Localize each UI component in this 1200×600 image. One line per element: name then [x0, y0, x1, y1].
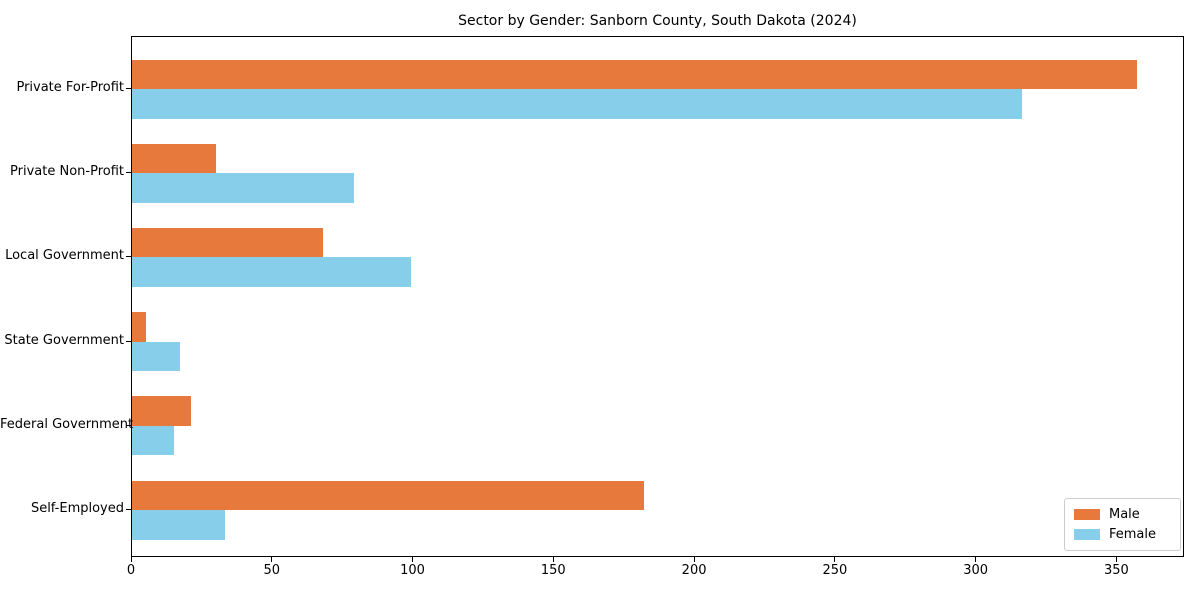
legend-swatch-male [1073, 509, 1100, 520]
x-tick-mark [1115, 557, 1117, 562]
y-axis-label-local-government: Local Government [5, 248, 124, 264]
x-tick-mark [552, 557, 554, 562]
x-tick-mark [693, 557, 695, 562]
legend: Male Female [1063, 498, 1181, 551]
x-tick-label-150: 150 [540, 563, 566, 578]
x-tick-mark [271, 557, 273, 562]
x-tick-label-250: 250 [822, 563, 848, 578]
bar-female-state-government [132, 341, 180, 372]
bar-male-private-non-profit [132, 143, 217, 174]
x-tick-label-50: 50 [263, 563, 281, 578]
y-tick-mark [126, 509, 131, 510]
x-tick-label-0: 0 [126, 563, 136, 578]
y-tick-mark [126, 88, 131, 89]
x-tick-mark [975, 557, 977, 562]
y-tick-mark [126, 172, 131, 174]
bar-male-self-employed [132, 480, 645, 510]
bar-male-federal-government [132, 396, 192, 426]
y-axis-label-federal-government: Federal Government [0, 416, 134, 432]
x-tick-mark [130, 557, 132, 562]
y-axis-label-self-employed: Self-Employed [30, 501, 124, 516]
legend-swatch-female [1073, 529, 1100, 540]
y-tick-mark [126, 340, 131, 342]
plot-area: Male Female [131, 36, 1184, 557]
legend-item-female: Female [1073, 526, 1170, 543]
legend-label-female: Female [1108, 527, 1156, 542]
bar-male-private-for-profit [132, 59, 1138, 89]
y-axis-label-private-for-profit: Private For-Profit [16, 80, 124, 95]
bar-male-local-government [132, 227, 324, 258]
x-tick-label-100: 100 [400, 563, 425, 578]
legend-item-male: Male [1073, 506, 1170, 523]
x-tick-mark [834, 557, 836, 562]
y-axis-label-private-non-profit: Private Non-Profit [10, 164, 124, 180]
x-tick-label-300: 300 [963, 563, 989, 578]
y-tick-mark [126, 256, 131, 258]
bar-female-private-non-profit [132, 173, 355, 203]
bar-female-federal-government [132, 425, 175, 456]
y-tick-mark [126, 424, 131, 426]
x-tick-label-200: 200 [681, 563, 707, 578]
bar-male-state-government [132, 312, 147, 342]
bar-female-self-employed [132, 510, 225, 540]
y-axis-label-state-government: State Government [4, 332, 124, 348]
bar-female-local-government [132, 257, 411, 287]
x-tick-mark [412, 557, 414, 562]
bar-female-private-for-profit [132, 89, 1022, 119]
chart-title: Sector by Gender: Sanborn County, South … [458, 13, 857, 29]
x-tick-label-350: 350 [1104, 563, 1129, 578]
legend-label-male: Male [1108, 507, 1140, 522]
